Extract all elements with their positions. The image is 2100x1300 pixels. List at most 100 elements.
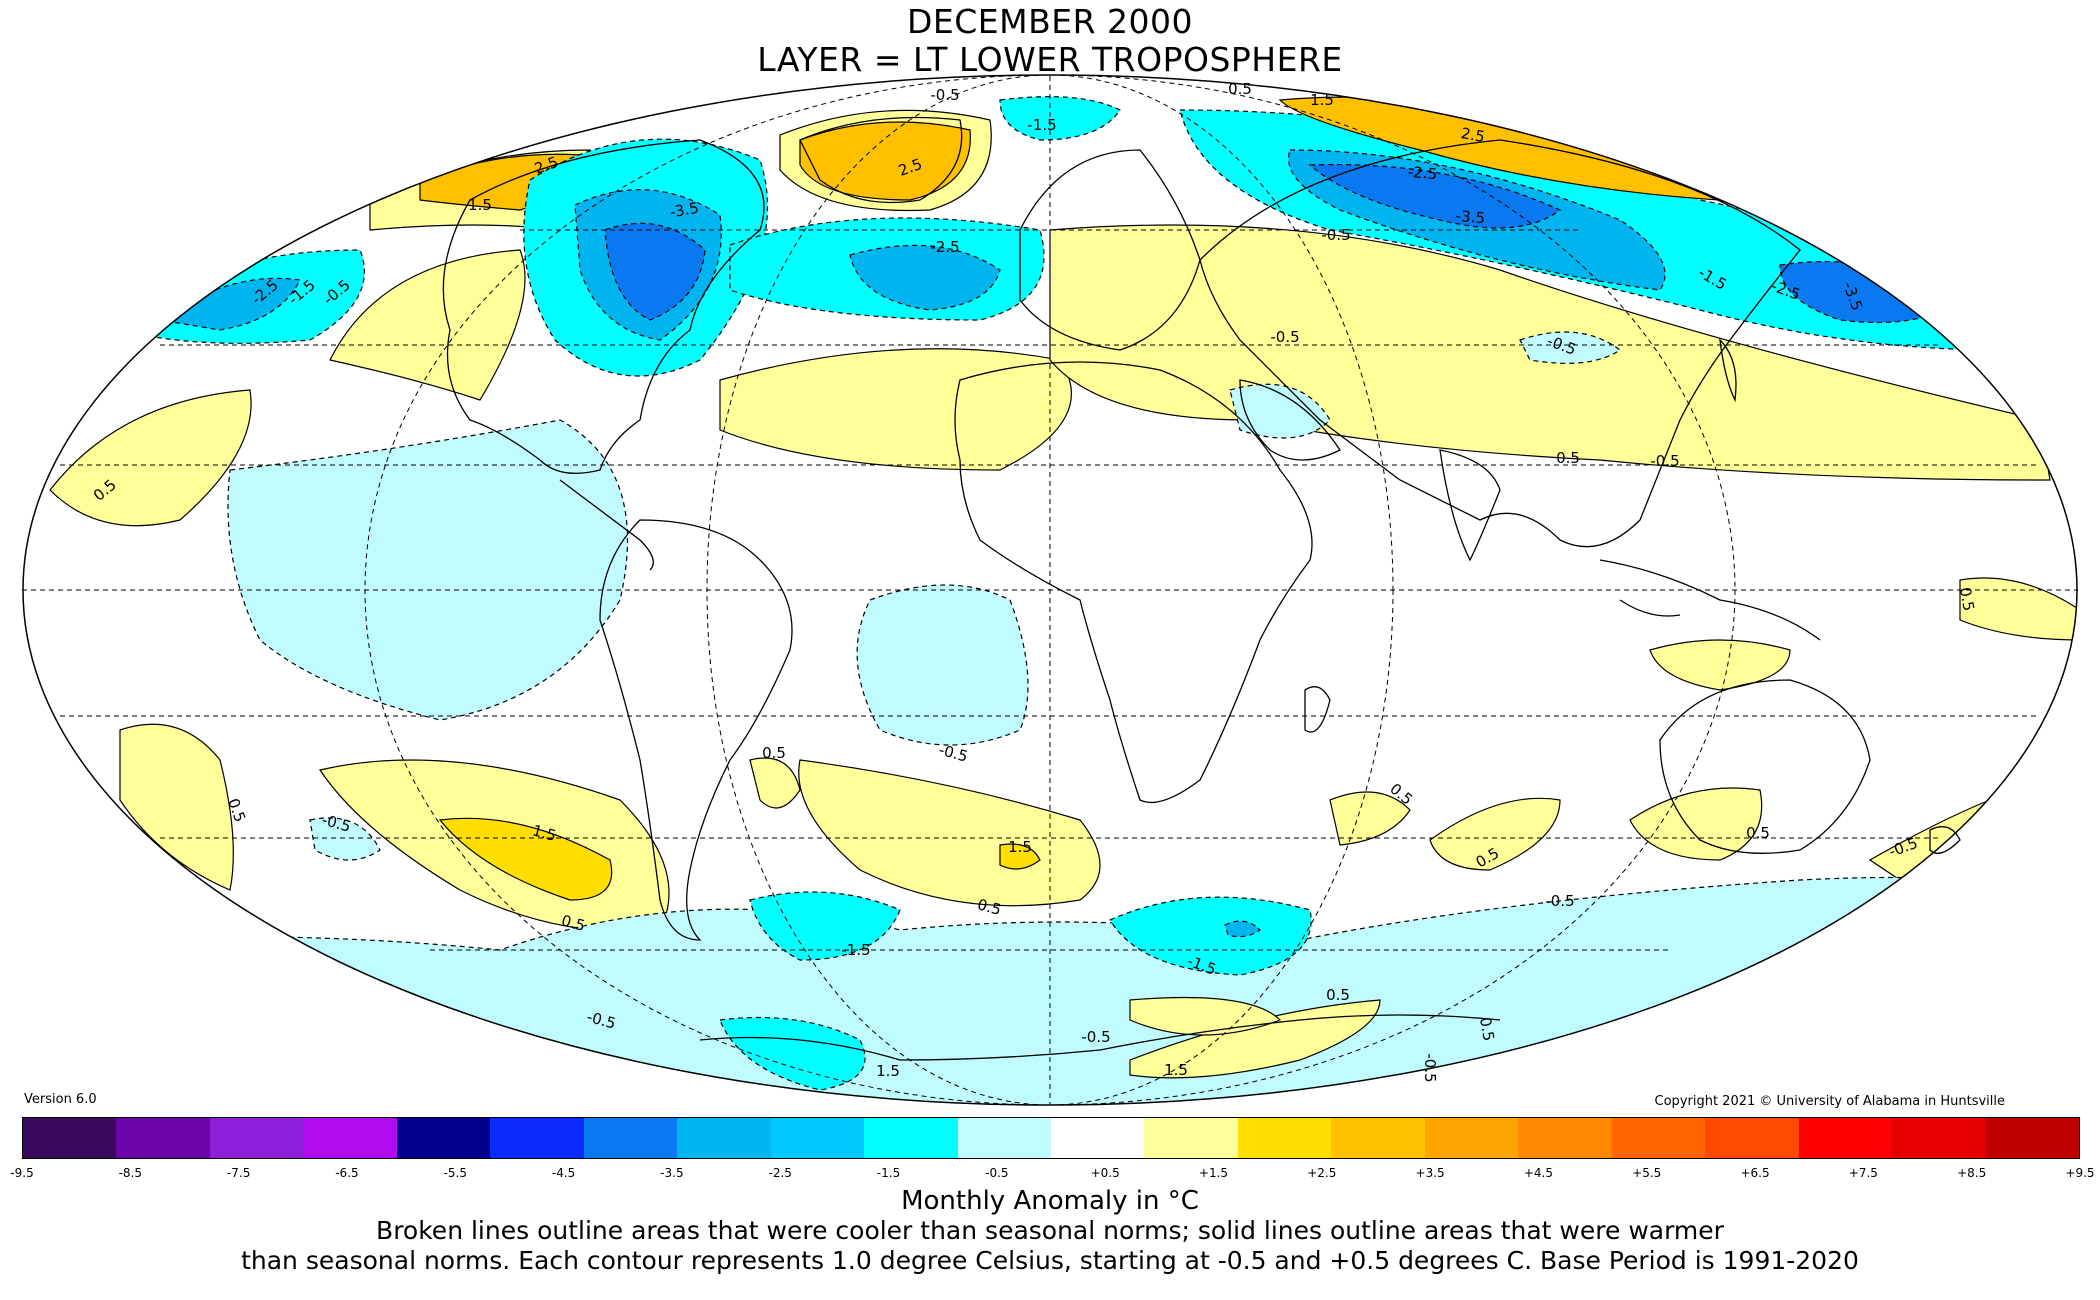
colorbar-tick-label: +2.5	[1307, 1166, 1337, 1180]
colorbar-segment	[864, 1118, 958, 1158]
warm-area-south-pacific-west	[119, 723, 234, 891]
copyright-label: Copyright 2021 © University of Alabama i…	[1654, 1094, 2005, 1109]
colorbar-tick-label: +3.5	[1415, 1166, 1445, 1180]
contour-label: 1.5	[468, 196, 492, 214]
colorbar-segment	[23, 1118, 117, 1158]
cool-area-tropical-east-pacific	[227, 419, 629, 721]
coastline-north-america	[442, 139, 765, 474]
caption-line2: than seasonal norms. Each contour repres…	[241, 1246, 1859, 1275]
contour-label: -0.5	[1270, 328, 1299, 346]
contour-label: 0.5	[1326, 986, 1350, 1004]
map-title-line2: LAYER = LT LOWER TROPOSPHERE	[757, 40, 1343, 79]
anomaly-map: -3.5-2.52.5-1.5-2.5-3.52.51.5-0.52.51.5-…	[22, 74, 2078, 1106]
contour-label: -0.5	[1321, 226, 1350, 244]
colorbar-segment	[490, 1118, 584, 1158]
colorbar-tick-label: -4.5	[551, 1166, 576, 1180]
colorbar-tick-label: +0.5	[1090, 1166, 1120, 1180]
coastline-central-america	[559, 479, 654, 571]
colorbar-tick-label: -6.5	[335, 1166, 359, 1180]
colorbar-segment	[677, 1118, 771, 1158]
caption-line1: Broken lines outline areas that were coo…	[376, 1216, 1724, 1245]
colorbar-tick-label: -3.5	[660, 1166, 684, 1180]
coastline-madagascar	[1304, 686, 1331, 733]
coastline-australia	[1659, 679, 1871, 854]
warm-area-antarctic-coast	[1129, 996, 1282, 1036]
coastline-japan	[1719, 338, 1737, 403]
contour-label: 0.5	[762, 744, 786, 762]
cool-area-middle-east	[1229, 383, 1331, 439]
cool-area-south-pacific-small	[309, 817, 381, 861]
contour-label: 1.5	[530, 821, 558, 845]
contour-label: 2.5	[1460, 124, 1487, 146]
warm-area-australia-south	[1629, 787, 1763, 861]
colorbar-tick-label: +8.5	[1957, 1166, 1987, 1180]
warm-area-maritime-continent	[1649, 639, 1791, 691]
coastline-asia	[1199, 139, 1801, 548]
warm-area-tropical-west-pacific	[1959, 577, 2077, 641]
colorbar-segment	[1144, 1118, 1238, 1158]
warm-area-west-north-america	[329, 249, 526, 401]
colorbar-segment	[116, 1118, 210, 1158]
warm-area-south-atlantic	[798, 759, 1101, 907]
cold-area-drake-passage	[749, 891, 901, 961]
globe-outline	[22, 74, 2078, 1106]
contour-label: 0.5	[975, 895, 1003, 919]
coldest-area-siberia	[1308, 163, 1562, 229]
colorbar-tick-label: +1.5	[1198, 1166, 1229, 1180]
contour-label: -0.5	[1650, 452, 1679, 470]
contour-label: 0.5	[1228, 80, 1252, 98]
coastline-africa	[954, 361, 1313, 804]
contour-label: 0.5	[1956, 586, 1978, 613]
contour-label: -2.5	[1407, 163, 1438, 183]
contour-label: 1.5	[1310, 91, 1334, 109]
contour-labels: -3.5-2.52.5-1.5-2.5-3.52.51.5-0.52.51.5-…	[90, 80, 1978, 1083]
colorbar-tick-label: -9.5	[10, 1166, 34, 1180]
version-label: Version 6.0	[24, 1092, 97, 1107]
units-label: Monthly Anomaly in °C	[901, 1186, 1199, 1216]
coastlines	[442, 116, 1961, 1061]
cool-area-arctic-strip	[999, 96, 1121, 141]
colorbar-segment	[1518, 1118, 1612, 1158]
contour-label: 0.5	[559, 911, 587, 935]
colorbar-tick-label: -0.5	[985, 1166, 1009, 1180]
warm-area-east-pacific-north	[49, 389, 252, 527]
colorbar-segment	[1985, 1118, 2079, 1158]
coastline-indonesia	[1599, 559, 1821, 641]
contour-label: -0.5	[1081, 1028, 1110, 1046]
colorbar-tick-label: +4.5	[1523, 1166, 1553, 1180]
contour-label: 1.5	[1164, 1061, 1188, 1079]
contour-label: 1.5	[1008, 838, 1032, 856]
contour-label: 0.5	[1476, 1016, 1498, 1043]
warm-area-indian-ocean-1	[1329, 791, 1411, 846]
colorbar-segment	[957, 1118, 1051, 1158]
cold-area-north-atlantic	[849, 244, 1001, 311]
colorbar-segment	[1424, 1118, 1519, 1158]
colorbar-segment	[1050, 1118, 1145, 1158]
contour-label: -0.5	[1545, 892, 1574, 910]
contour-label: 0.5	[1556, 449, 1580, 467]
hot-area-south-pacific	[438, 817, 613, 901]
coastline-antarctica	[699, 1014, 1501, 1061]
coastline-south-america	[599, 519, 793, 941]
colorbar-segment	[1892, 1118, 1986, 1158]
cool-area-tropical-atlantic	[856, 584, 1029, 746]
colorbar-tick-label: +9.5	[2065, 1166, 2095, 1180]
colorbar-tick-label: -8.5	[118, 1166, 143, 1180]
colorbar-tick-label: +5.5	[1632, 1166, 1662, 1180]
colorbar-tick-label: -7.5	[226, 1166, 251, 1180]
colorbar-segment	[396, 1118, 491, 1158]
colorbar-segment	[1331, 1118, 1425, 1158]
colorbar-ticks: -9.5 -8.5 -7.5 -6.5 -5.5 -4.5 -3.5 -2.5 -1.5 -0.5…	[10, 1166, 2094, 1186]
colorbar-tick-label: +7.5	[1848, 1166, 1878, 1180]
colorbar-segment	[770, 1118, 865, 1158]
colorbar-tick-label: -5.5	[443, 1166, 467, 1180]
colorbar-segment	[1798, 1118, 1893, 1158]
cool-area-central-asia	[1519, 331, 1622, 364]
colorbar-segment	[1237, 1118, 1332, 1158]
coastline-arabia	[1239, 379, 1341, 461]
colorbar-segment	[1611, 1118, 1706, 1158]
coastline-greenland	[799, 116, 963, 204]
cold-area-antarctic-peninsula	[719, 1016, 866, 1091]
contour-label: 1.5	[876, 1062, 900, 1080]
colorbar-segment	[209, 1118, 304, 1158]
